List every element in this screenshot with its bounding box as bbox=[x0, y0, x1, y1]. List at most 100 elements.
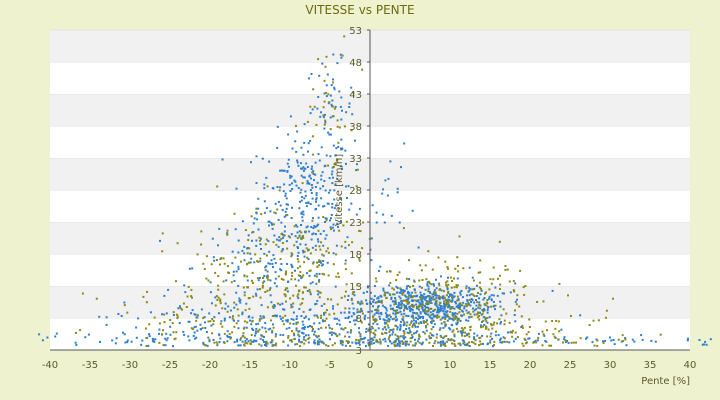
scatter-point-series-2 bbox=[493, 321, 496, 324]
scatter-point-series-2 bbox=[417, 322, 420, 325]
scatter-point-series-2 bbox=[486, 299, 489, 301]
scatter-point-series-2 bbox=[564, 340, 567, 342]
scatter-point-series-1 bbox=[277, 219, 280, 221]
scatter-point-series-1 bbox=[402, 289, 405, 292]
scatter-point-series-1 bbox=[282, 334, 285, 337]
scatter-point-series-2 bbox=[255, 207, 258, 210]
scatter-point-series-2 bbox=[250, 215, 253, 218]
scatter-point-series-2 bbox=[406, 300, 408, 303]
scatter-point-series-2 bbox=[336, 158, 338, 161]
scatter-point-series-1 bbox=[379, 340, 382, 343]
scatter-point-series-1 bbox=[408, 329, 411, 332]
scatter-point-series-1 bbox=[443, 312, 446, 315]
scatter-point-series-2 bbox=[446, 266, 449, 269]
scatter-point-series-2 bbox=[251, 282, 254, 284]
scatter-point-series-1 bbox=[274, 262, 277, 265]
scatter-point-series-1 bbox=[687, 337, 689, 340]
x-tick-label: 5 bbox=[407, 360, 413, 371]
scatter-point-series-1 bbox=[391, 328, 394, 331]
scatter-point-series-1 bbox=[386, 291, 389, 294]
scatter-point-series-1 bbox=[314, 186, 317, 188]
scatter-point-series-1 bbox=[563, 338, 566, 341]
scatter-point-series-2 bbox=[356, 168, 359, 171]
scatter-point-series-1 bbox=[468, 316, 471, 319]
scatter-point-series-1 bbox=[480, 324, 482, 327]
scatter-point-series-1 bbox=[399, 335, 402, 338]
scatter-point-series-2 bbox=[285, 300, 287, 303]
scatter-point-series-2 bbox=[340, 342, 343, 345]
scatter-point-series-2 bbox=[291, 274, 294, 277]
scatter-point-series-1 bbox=[408, 343, 410, 346]
scatter-point-series-1 bbox=[356, 316, 359, 319]
scatter-point-series-2 bbox=[316, 341, 319, 344]
scatter-point-series-1 bbox=[218, 312, 220, 315]
scatter-point-series-2 bbox=[453, 333, 456, 336]
scatter-point-series-1 bbox=[460, 331, 463, 334]
scatter-point-series-1 bbox=[212, 339, 215, 341]
scatter-point-series-2 bbox=[187, 285, 190, 288]
scatter-point-series-1 bbox=[389, 160, 392, 163]
scatter-point-series-1 bbox=[392, 312, 395, 315]
scatter-point-series-2 bbox=[247, 261, 250, 264]
scatter-point-series-1 bbox=[701, 343, 704, 346]
scatter-point-series-2 bbox=[217, 284, 220, 287]
scatter-point-series-1 bbox=[409, 309, 412, 312]
scatter-point-series-1 bbox=[462, 342, 465, 345]
scatter-point-series-1 bbox=[431, 293, 434, 296]
scatter-point-series-1 bbox=[428, 298, 431, 301]
scatter-point-series-1 bbox=[251, 239, 253, 242]
scatter-point-series-2 bbox=[456, 256, 459, 259]
scatter-point-series-2 bbox=[163, 313, 166, 316]
scatter-point-series-1 bbox=[256, 218, 259, 221]
scatter-point-series-2 bbox=[463, 335, 466, 338]
scatter-point-series-1 bbox=[287, 165, 290, 168]
scatter-point-series-1 bbox=[414, 295, 417, 298]
scatter-point-series-2 bbox=[393, 317, 396, 320]
scatter-point-series-1 bbox=[255, 327, 258, 330]
scatter-point-series-1 bbox=[466, 294, 468, 297]
scatter-point-series-1 bbox=[502, 336, 505, 339]
scatter-point-series-2 bbox=[226, 233, 229, 236]
scatter-point-series-2 bbox=[413, 304, 415, 307]
scatter-point-series-1 bbox=[289, 174, 292, 177]
scatter-point-series-1 bbox=[258, 276, 261, 279]
scatter-point-series-1 bbox=[430, 296, 432, 299]
scatter-point-series-2 bbox=[485, 327, 487, 330]
scatter-point-series-2 bbox=[472, 279, 475, 282]
scatter-point-series-1 bbox=[206, 344, 209, 347]
scatter-point-series-1 bbox=[654, 340, 657, 343]
scatter-point-series-1 bbox=[484, 317, 487, 320]
scatter-point-series-1 bbox=[491, 337, 494, 340]
scatter-point-series-2 bbox=[384, 325, 387, 328]
scatter-point-series-1 bbox=[410, 307, 413, 310]
scatter-point-series-1 bbox=[193, 331, 196, 334]
scatter-point-series-2 bbox=[428, 341, 431, 344]
scatter-point-series-2 bbox=[81, 292, 84, 295]
scatter-point-series-1 bbox=[382, 338, 385, 341]
scatter-point-series-1 bbox=[151, 340, 154, 343]
scatter-point-series-2 bbox=[176, 313, 178, 316]
scatter-point-series-2 bbox=[343, 295, 346, 298]
scatter-point-series-1 bbox=[123, 333, 126, 336]
scatter-point-series-2 bbox=[465, 305, 468, 308]
scatter-point-series-1 bbox=[320, 111, 322, 114]
scatter-point-series-2 bbox=[402, 341, 405, 344]
scatter-point-series-2 bbox=[503, 323, 506, 326]
scatter-point-series-1 bbox=[270, 341, 273, 344]
scatter-point-series-1 bbox=[292, 311, 295, 314]
scatter-point-series-1 bbox=[436, 309, 439, 312]
scatter-point-series-1 bbox=[270, 259, 273, 262]
scatter-point-series-2 bbox=[357, 301, 359, 304]
scatter-point-series-1 bbox=[306, 325, 309, 328]
scatter-point-series-2 bbox=[479, 271, 482, 274]
scatter-point-series-2 bbox=[341, 341, 344, 344]
scatter-point-series-1 bbox=[329, 94, 332, 97]
scatter-point-series-1 bbox=[300, 224, 302, 226]
scatter-point-series-1 bbox=[396, 328, 399, 331]
scatter-point-series-1 bbox=[153, 340, 156, 343]
scatter-point-series-1 bbox=[111, 339, 114, 342]
scatter-point-series-2 bbox=[176, 317, 179, 320]
scatter-point-series-1 bbox=[317, 293, 320, 296]
scatter-point-series-2 bbox=[296, 258, 299, 261]
scatter-point-series-2 bbox=[570, 341, 573, 344]
